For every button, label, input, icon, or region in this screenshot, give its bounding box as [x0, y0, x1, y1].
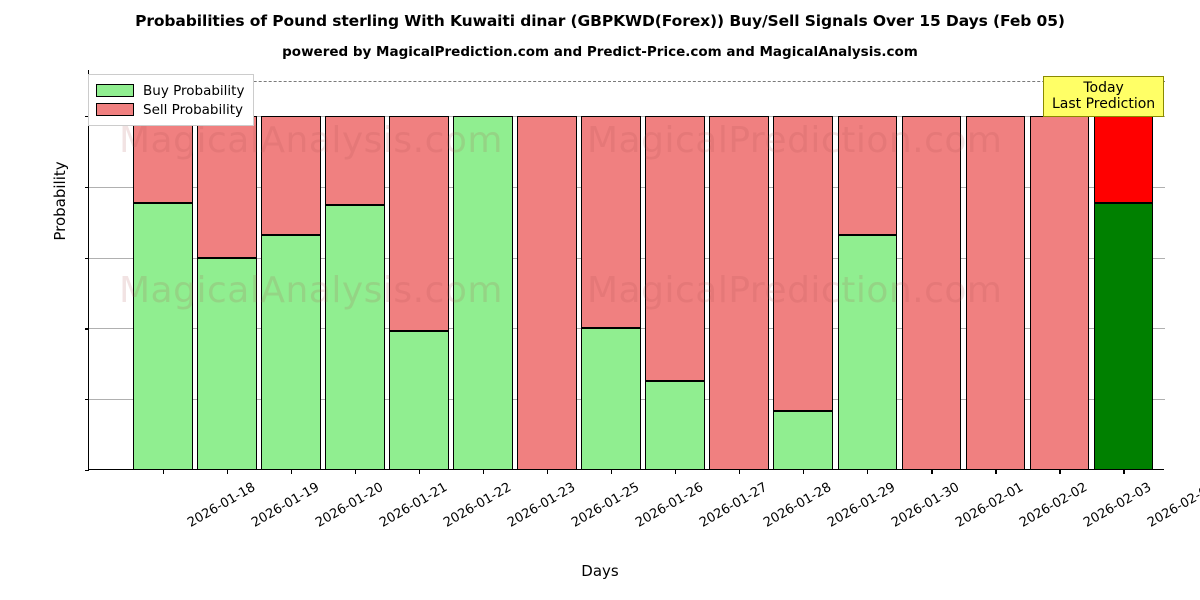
bar-group[interactable] — [1029, 70, 1090, 470]
bar-group[interactable] — [389, 70, 449, 470]
legend-label: Buy Probability — [143, 82, 245, 99]
bar-series-layer — [89, 70, 1165, 470]
bar-segment-sell[interactable] — [133, 116, 193, 203]
bar-segment-sell[interactable] — [517, 116, 577, 470]
x-tick-label: 2026-01-21 — [377, 480, 450, 531]
today-annotation-line2: Last Prediction — [1052, 96, 1156, 113]
bar-segment-sell[interactable] — [773, 116, 834, 411]
x-tick-label: 2026-01-26 — [633, 480, 707, 531]
x-tick-label: 2026-01-23 — [505, 480, 579, 531]
bar-segment-sell[interactable] — [325, 116, 385, 206]
x-tick-mark — [931, 470, 933, 474]
x-tick-mark — [739, 470, 741, 474]
today-annotation: Today Last Prediction — [1043, 76, 1165, 118]
bar-segment-sell[interactable] — [1029, 116, 1090, 470]
x-tick-mark — [290, 470, 293, 474]
x-tick-label: 2026-01-28 — [761, 480, 835, 531]
bar-group[interactable] — [325, 70, 385, 470]
legend-item[interactable]: Sell Probability — [96, 100, 244, 119]
bar-segment-sell[interactable] — [261, 116, 321, 235]
bar-segment-buy[interactable] — [773, 410, 834, 470]
legend-item[interactable]: Buy Probability — [96, 81, 244, 100]
bar-segment-sell[interactable] — [837, 116, 898, 235]
today-annotation-line1: Today — [1083, 80, 1124, 96]
y-tick-mark — [85, 328, 89, 330]
bar-segment-sell[interactable] — [709, 116, 769, 470]
bar-segment-sell[interactable] — [1093, 116, 1154, 203]
x-tick-label: 2026-01-20 — [312, 480, 386, 531]
x-tick-mark — [995, 470, 997, 474]
bar-segment-sell[interactable] — [645, 116, 705, 381]
y-tick-mark — [85, 399, 89, 401]
bar-segment-buy[interactable] — [133, 202, 193, 470]
bar-group[interactable] — [581, 70, 641, 470]
x-tick-label: 2026-01-19 — [248, 480, 322, 531]
bar-segment-sell[interactable] — [901, 116, 962, 470]
bar-group[interactable] — [261, 70, 321, 470]
bar-segment-buy[interactable] — [261, 234, 321, 470]
chart-legend: Buy Probability Sell Probability — [88, 74, 255, 126]
y-axis-label: Probability — [51, 161, 69, 241]
bar-today[interactable] — [1093, 70, 1154, 470]
x-tick-mark — [867, 470, 869, 474]
bar-group[interactable] — [133, 70, 193, 470]
bar-group[interactable] — [773, 70, 834, 470]
bar-segment-buy[interactable] — [389, 330, 449, 470]
x-tick-mark — [483, 470, 485, 474]
x-tick-mark — [226, 470, 229, 474]
bar-group[interactable] — [965, 70, 1026, 470]
x-tick-label: 2026-01-18 — [184, 480, 258, 531]
bar-segment-buy[interactable] — [453, 116, 513, 470]
chart-subtitle: powered by MagicalPrediction.com and Pre… — [282, 44, 918, 60]
x-tick-label: 2026-01-27 — [697, 480, 771, 531]
x-tick-label: 2026-02-03 — [1081, 480, 1155, 531]
legend-label: Sell Probability — [143, 101, 244, 118]
x-tick-mark — [162, 470, 164, 474]
x-tick-label: 2026-01-30 — [889, 480, 963, 531]
x-tick-mark — [418, 470, 421, 474]
x-tick-mark — [803, 470, 805, 474]
bar-group[interactable] — [197, 70, 257, 470]
x-tick-mark — [611, 470, 613, 474]
x-tick-mark — [675, 470, 677, 474]
x-tick-mark — [1123, 470, 1125, 474]
x-tick-label: 2026-01-22 — [441, 480, 515, 531]
bar-segment-sell[interactable] — [389, 116, 449, 331]
x-tick-mark — [547, 470, 549, 474]
reference-line — [89, 80, 1165, 82]
bar-segment-sell[interactable] — [965, 116, 1026, 470]
x-tick-label: 2026-02-02 — [1017, 480, 1091, 531]
bar-segment-sell[interactable] — [581, 116, 641, 328]
x-tick-label: 2026-01-29 — [825, 480, 899, 531]
y-tick-mark — [85, 257, 89, 259]
bar-group[interactable] — [837, 70, 898, 470]
bar-group[interactable] — [709, 70, 769, 470]
chart-title: Probabilities of Pound sterling With Kuw… — [135, 12, 1065, 30]
x-tick-label: 2026-02-01 — [953, 480, 1027, 531]
plot-area: MagicalAnalysis.comMagicalPrediction.com… — [85, 70, 1200, 531]
bar-segment-buy[interactable] — [581, 327, 641, 470]
y-tick-mark — [85, 186, 89, 188]
legend-swatch-icon — [96, 103, 134, 116]
bar-group[interactable] — [645, 70, 705, 470]
bar-segment-buy[interactable] — [325, 205, 385, 470]
x-tick-mark — [1059, 470, 1061, 474]
y-tick-mark — [85, 470, 89, 472]
x-tick-label: 2026-02-04 — [1145, 480, 1200, 531]
bar-segment-buy[interactable] — [645, 380, 705, 470]
legend-swatch-icon — [96, 84, 134, 97]
bar-segment-buy[interactable] — [197, 257, 257, 470]
bar-segment-buy[interactable] — [837, 234, 898, 470]
bar-segment-buy[interactable] — [1093, 202, 1154, 470]
bar-group[interactable] — [517, 70, 577, 470]
bar-segment-sell[interactable] — [197, 116, 257, 258]
x-tick-mark — [354, 470, 357, 474]
bar-group[interactable] — [901, 70, 962, 470]
y-tick-mark — [85, 116, 89, 118]
bar-group[interactable] — [453, 70, 513, 470]
x-tick-label: 2026-01-25 — [569, 480, 643, 531]
x-axis-label: Days — [581, 562, 619, 580]
